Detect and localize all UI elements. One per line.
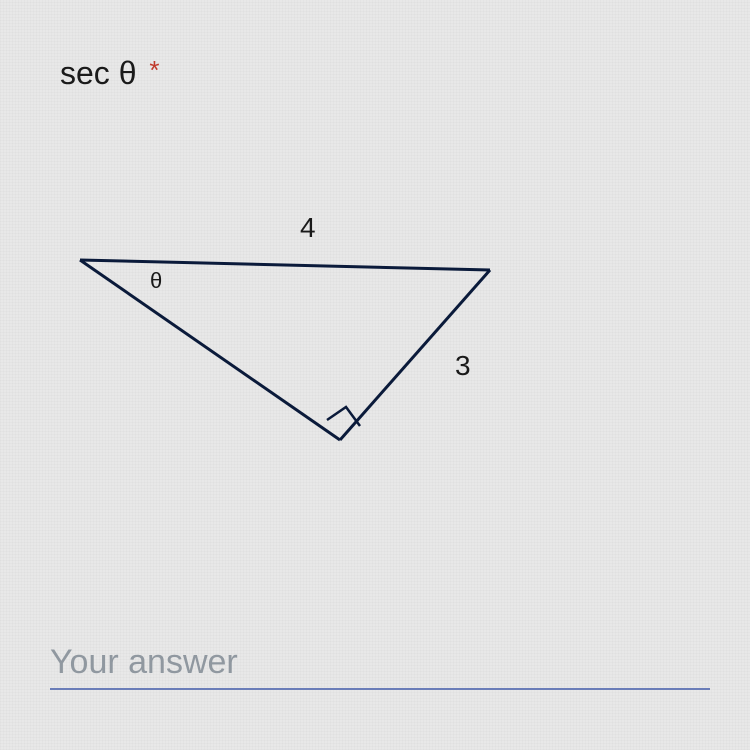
answer-container xyxy=(50,637,710,690)
triangle-side-ca xyxy=(80,260,340,440)
side-label-opposite: 3 xyxy=(455,350,471,382)
theta-angle-label: θ xyxy=(150,268,162,293)
theta-symbol: θ xyxy=(119,55,137,91)
triangle-diagram: θ 4 3 xyxy=(60,210,540,470)
required-star: * xyxy=(149,55,159,85)
triangle-side-ab xyxy=(80,260,490,270)
question-prefix: sec xyxy=(60,55,110,91)
answer-input[interactable] xyxy=(50,637,710,690)
triangle-svg: θ xyxy=(60,210,540,470)
side-label-hypotenuse: 4 xyxy=(300,212,316,244)
question-label: sec θ * xyxy=(60,55,160,92)
